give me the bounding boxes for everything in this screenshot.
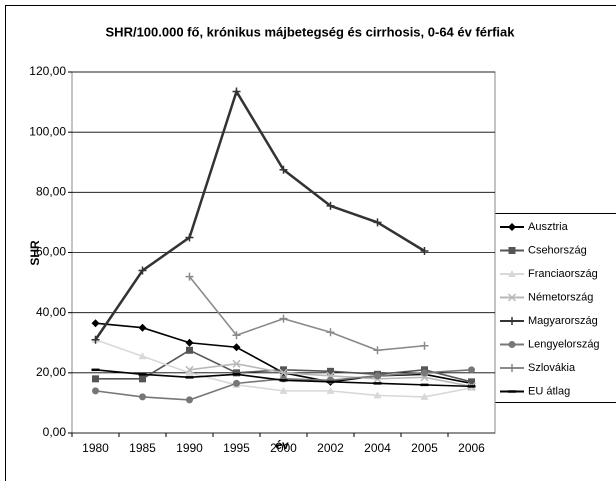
marker <box>373 391 382 399</box>
marker <box>138 323 147 332</box>
marker <box>91 335 100 344</box>
x-tick-label: 2005 <box>411 441 438 455</box>
marker <box>508 341 516 348</box>
y-tick-label: 60,00 <box>36 245 66 259</box>
marker <box>508 223 516 231</box>
marker <box>138 352 147 360</box>
chart-title: SHR/100.000 fő, krónikus májbetegség és … <box>106 24 516 39</box>
marker <box>508 364 516 372</box>
series-line <box>188 276 425 352</box>
marker <box>232 359 241 368</box>
marker <box>420 392 429 400</box>
marker <box>373 218 382 227</box>
y-tick-label: 0,00 <box>43 425 67 439</box>
marker <box>139 393 146 401</box>
marker <box>185 233 194 242</box>
marker <box>138 266 147 275</box>
y-tick-label: 80,00 <box>36 185 66 199</box>
marker <box>279 386 288 394</box>
legend-label: Csehország <box>528 244 587 256</box>
marker <box>507 293 517 302</box>
x-axis-label: év <box>275 438 289 452</box>
marker <box>139 375 146 383</box>
legend-label: Franciaország <box>528 268 598 280</box>
legend-label: EU átlag <box>528 385 570 397</box>
series-line <box>94 88 426 341</box>
x-tick-label: 2004 <box>364 441 391 455</box>
y-tick-label: 100,00 <box>29 124 66 138</box>
legend-label: Szlovákia <box>528 362 576 374</box>
marker <box>232 343 241 352</box>
legend-label: Lengyelország <box>528 338 600 350</box>
marker <box>468 378 475 386</box>
marker <box>508 317 516 325</box>
marker <box>185 365 194 374</box>
legend-box <box>493 213 616 403</box>
marker <box>233 379 240 387</box>
x-tick-label: 1980 <box>82 441 109 455</box>
marker <box>185 338 194 347</box>
marker <box>421 369 428 377</box>
x-tick-label: 1995 <box>223 441 250 455</box>
marker <box>508 270 516 277</box>
x-tick-label: 2006 <box>458 441 485 455</box>
y-tick-label: 120,00 <box>29 64 66 78</box>
marker <box>232 87 241 96</box>
marker <box>468 366 475 374</box>
marker <box>280 366 287 374</box>
marker <box>91 319 100 328</box>
x-tick-label: 2000 <box>270 441 297 455</box>
marker <box>92 375 99 383</box>
y-tick-label: 40,00 <box>36 305 66 319</box>
marker <box>326 386 335 394</box>
legend-label: Németország <box>528 291 593 303</box>
marker <box>326 201 335 210</box>
marker <box>420 341 429 350</box>
marker <box>420 246 429 255</box>
x-tick-label: 1990 <box>176 441 203 455</box>
marker <box>279 368 288 377</box>
marker <box>186 396 193 404</box>
marker <box>373 346 382 355</box>
marker <box>374 372 381 380</box>
x-tick-label: 1985 <box>129 441 156 455</box>
marker <box>326 328 335 337</box>
marker <box>185 368 194 376</box>
marker <box>186 346 193 354</box>
legend-label: Magyarország <box>528 315 598 327</box>
y-tick-label: 20,00 <box>36 365 66 379</box>
y-axis-label: SHR <box>28 240 42 266</box>
legend-label: Ausztria <box>528 221 569 233</box>
marker <box>92 387 99 395</box>
marker <box>232 331 241 340</box>
marker <box>279 314 288 323</box>
marker <box>327 367 334 375</box>
x-tick-label: 2002 <box>317 441 344 455</box>
marker <box>279 165 288 174</box>
marker <box>185 272 194 281</box>
marker <box>508 247 516 254</box>
marker <box>233 369 240 377</box>
